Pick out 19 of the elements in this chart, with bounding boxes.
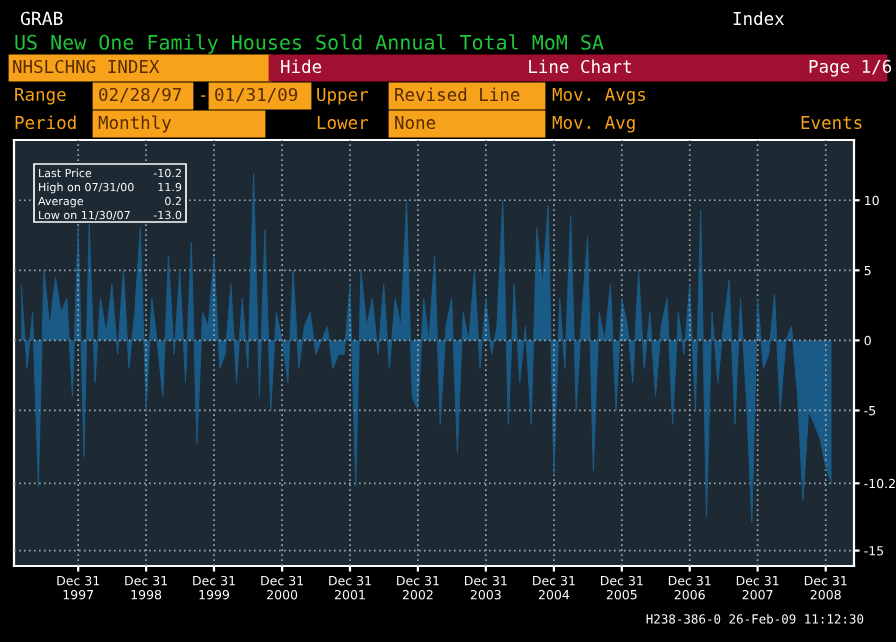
text: - xyxy=(201,95,206,97)
text: 01/31/09 xyxy=(215,87,298,103)
text: Monthly xyxy=(98,115,172,133)
text: GRAB xyxy=(20,11,63,26)
text: NHSLCHNG INDEX xyxy=(13,59,160,74)
text: Revised Line xyxy=(395,87,520,102)
text: 02/28/97 xyxy=(99,87,181,103)
chart-title: US New One Family Houses Sold Annual Total MoM SA xyxy=(15,34,604,54)
text: Mov. Avg xyxy=(552,116,635,133)
text: Lower xyxy=(317,116,369,130)
text: Range xyxy=(15,88,66,105)
text: Hide xyxy=(281,59,322,74)
text: Period xyxy=(15,115,76,130)
text: Upper xyxy=(317,88,369,105)
text: Index xyxy=(733,11,785,26)
text: None xyxy=(395,116,436,130)
text: Events xyxy=(801,116,862,130)
text: Line Chart xyxy=(529,59,631,74)
text: Mov. Avgs xyxy=(552,88,646,105)
